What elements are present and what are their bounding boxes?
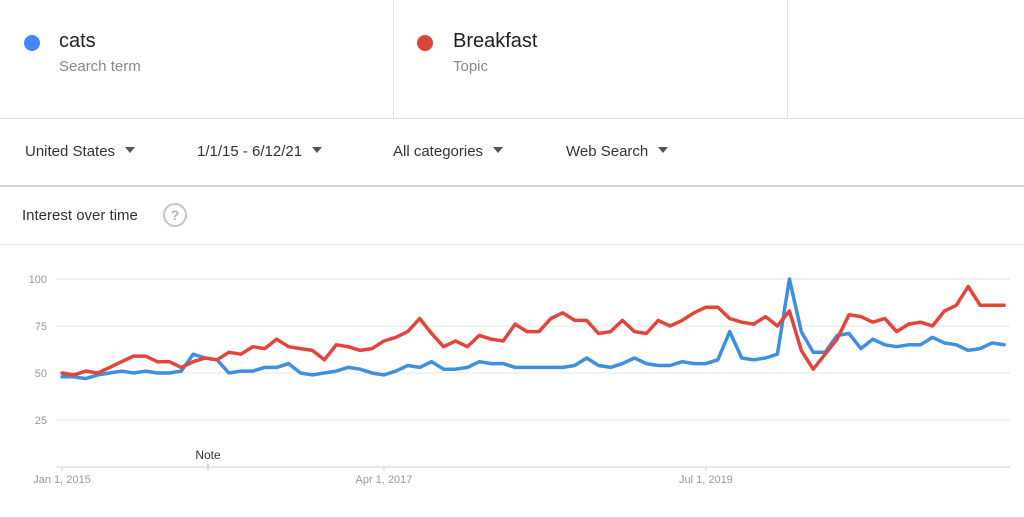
term-name: cats	[59, 30, 96, 52]
term-name: Breakfast	[453, 30, 538, 52]
section-title: Interest over time	[22, 207, 138, 224]
caret-down-icon	[125, 147, 136, 154]
note-label: Note	[195, 448, 221, 462]
interest-over-time-header: Interest over time ?	[0, 187, 1024, 245]
date-range-dropdown[interactable]: 1/1/15 - 6/12/21	[197, 143, 323, 160]
filter-bar: United States 1/1/15 - 6/12/21 All categ…	[0, 119, 1024, 187]
x-tick-label: Jul 1, 2019	[679, 474, 733, 486]
region-dropdown[interactable]: United States	[25, 143, 136, 160]
x-tick-label: Apr 1, 2017	[356, 474, 413, 486]
caret-down-icon	[312, 147, 323, 154]
series-line-cats	[60, 277, 1006, 381]
term-card-cats[interactable]: cats Search term	[0, 0, 393, 118]
term-color-dot	[417, 35, 433, 51]
date-range-label: 1/1/15 - 6/12/21	[197, 143, 303, 160]
add-comparison-slot[interactable]	[787, 0, 1024, 118]
search-type-dropdown[interactable]: Web Search	[566, 143, 669, 160]
caret-down-icon	[493, 147, 504, 154]
compare-terms-bar: cats Search term Breakfast Topic	[0, 0, 1024, 119]
category-dropdown[interactable]: All categories	[393, 143, 504, 160]
category-label: All categories	[393, 143, 484, 160]
series-line-breakfast	[60, 284, 1006, 377]
term-type: Search term	[59, 58, 141, 75]
y-tick-label: 75	[35, 321, 47, 333]
y-tick-label: 25	[35, 415, 47, 427]
search-type-label: Web Search	[566, 143, 649, 160]
y-tick-label: 50	[35, 368, 47, 380]
region-label: United States	[25, 143, 116, 160]
y-tick-label: 100	[29, 274, 47, 286]
term-card-breakfast[interactable]: Breakfast Topic	[393, 0, 787, 118]
help-icon[interactable]: ?	[163, 203, 187, 227]
term-type: Topic	[453, 58, 489, 75]
caret-down-icon	[658, 147, 669, 154]
term-color-dot	[24, 35, 40, 51]
interest-over-time-chart: 25 50 75 100 Jan 1, 2015 Apr 1, 2017 Jul 1, 20…	[29, 274, 1010, 486]
x-tick-label: Jan 1, 2015	[33, 474, 91, 486]
